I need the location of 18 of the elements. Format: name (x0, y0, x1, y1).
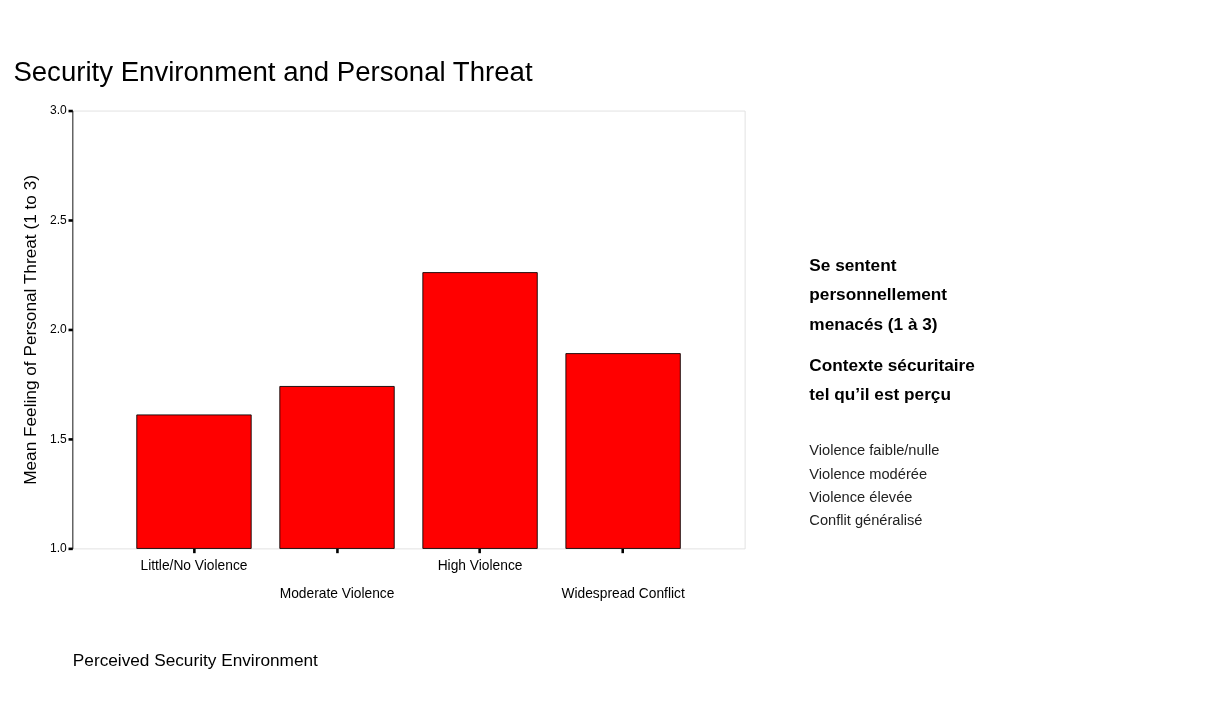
x-tick-label: High Violence (437, 557, 523, 573)
y-tick-label: 3.0 (50, 103, 68, 118)
y-tick-label: 1.0 (50, 541, 68, 556)
text: Conflit généralisé (809, 512, 923, 529)
y-axis-title: Mean Feeling of Personal Threat (1 to 3) (20, 175, 41, 485)
chart-title: Security Environment and Personal Threat (13, 56, 533, 88)
text: Se sentent personnellement menacés (1 à 3) (809, 254, 948, 334)
text: Violence élevée (809, 488, 913, 505)
y-tick-label: 1.5 (50, 431, 68, 446)
x-tick-label: Widespread Conflict (561, 586, 685, 602)
x-tick-label: Moderate Violence (279, 586, 395, 602)
text: Violence modérée (809, 465, 928, 482)
text: Contexte sécuritaire tel qu’il est perçu (809, 354, 975, 405)
x-tick-label: Little/No Violence (140, 557, 248, 573)
x-axis-title: Perceived Security Environment (72, 650, 319, 671)
y-tick-label: 2.5 (50, 212, 68, 227)
text: Violence faible/nulle (809, 442, 940, 459)
y-tick-label: 2.0 (50, 322, 68, 337)
